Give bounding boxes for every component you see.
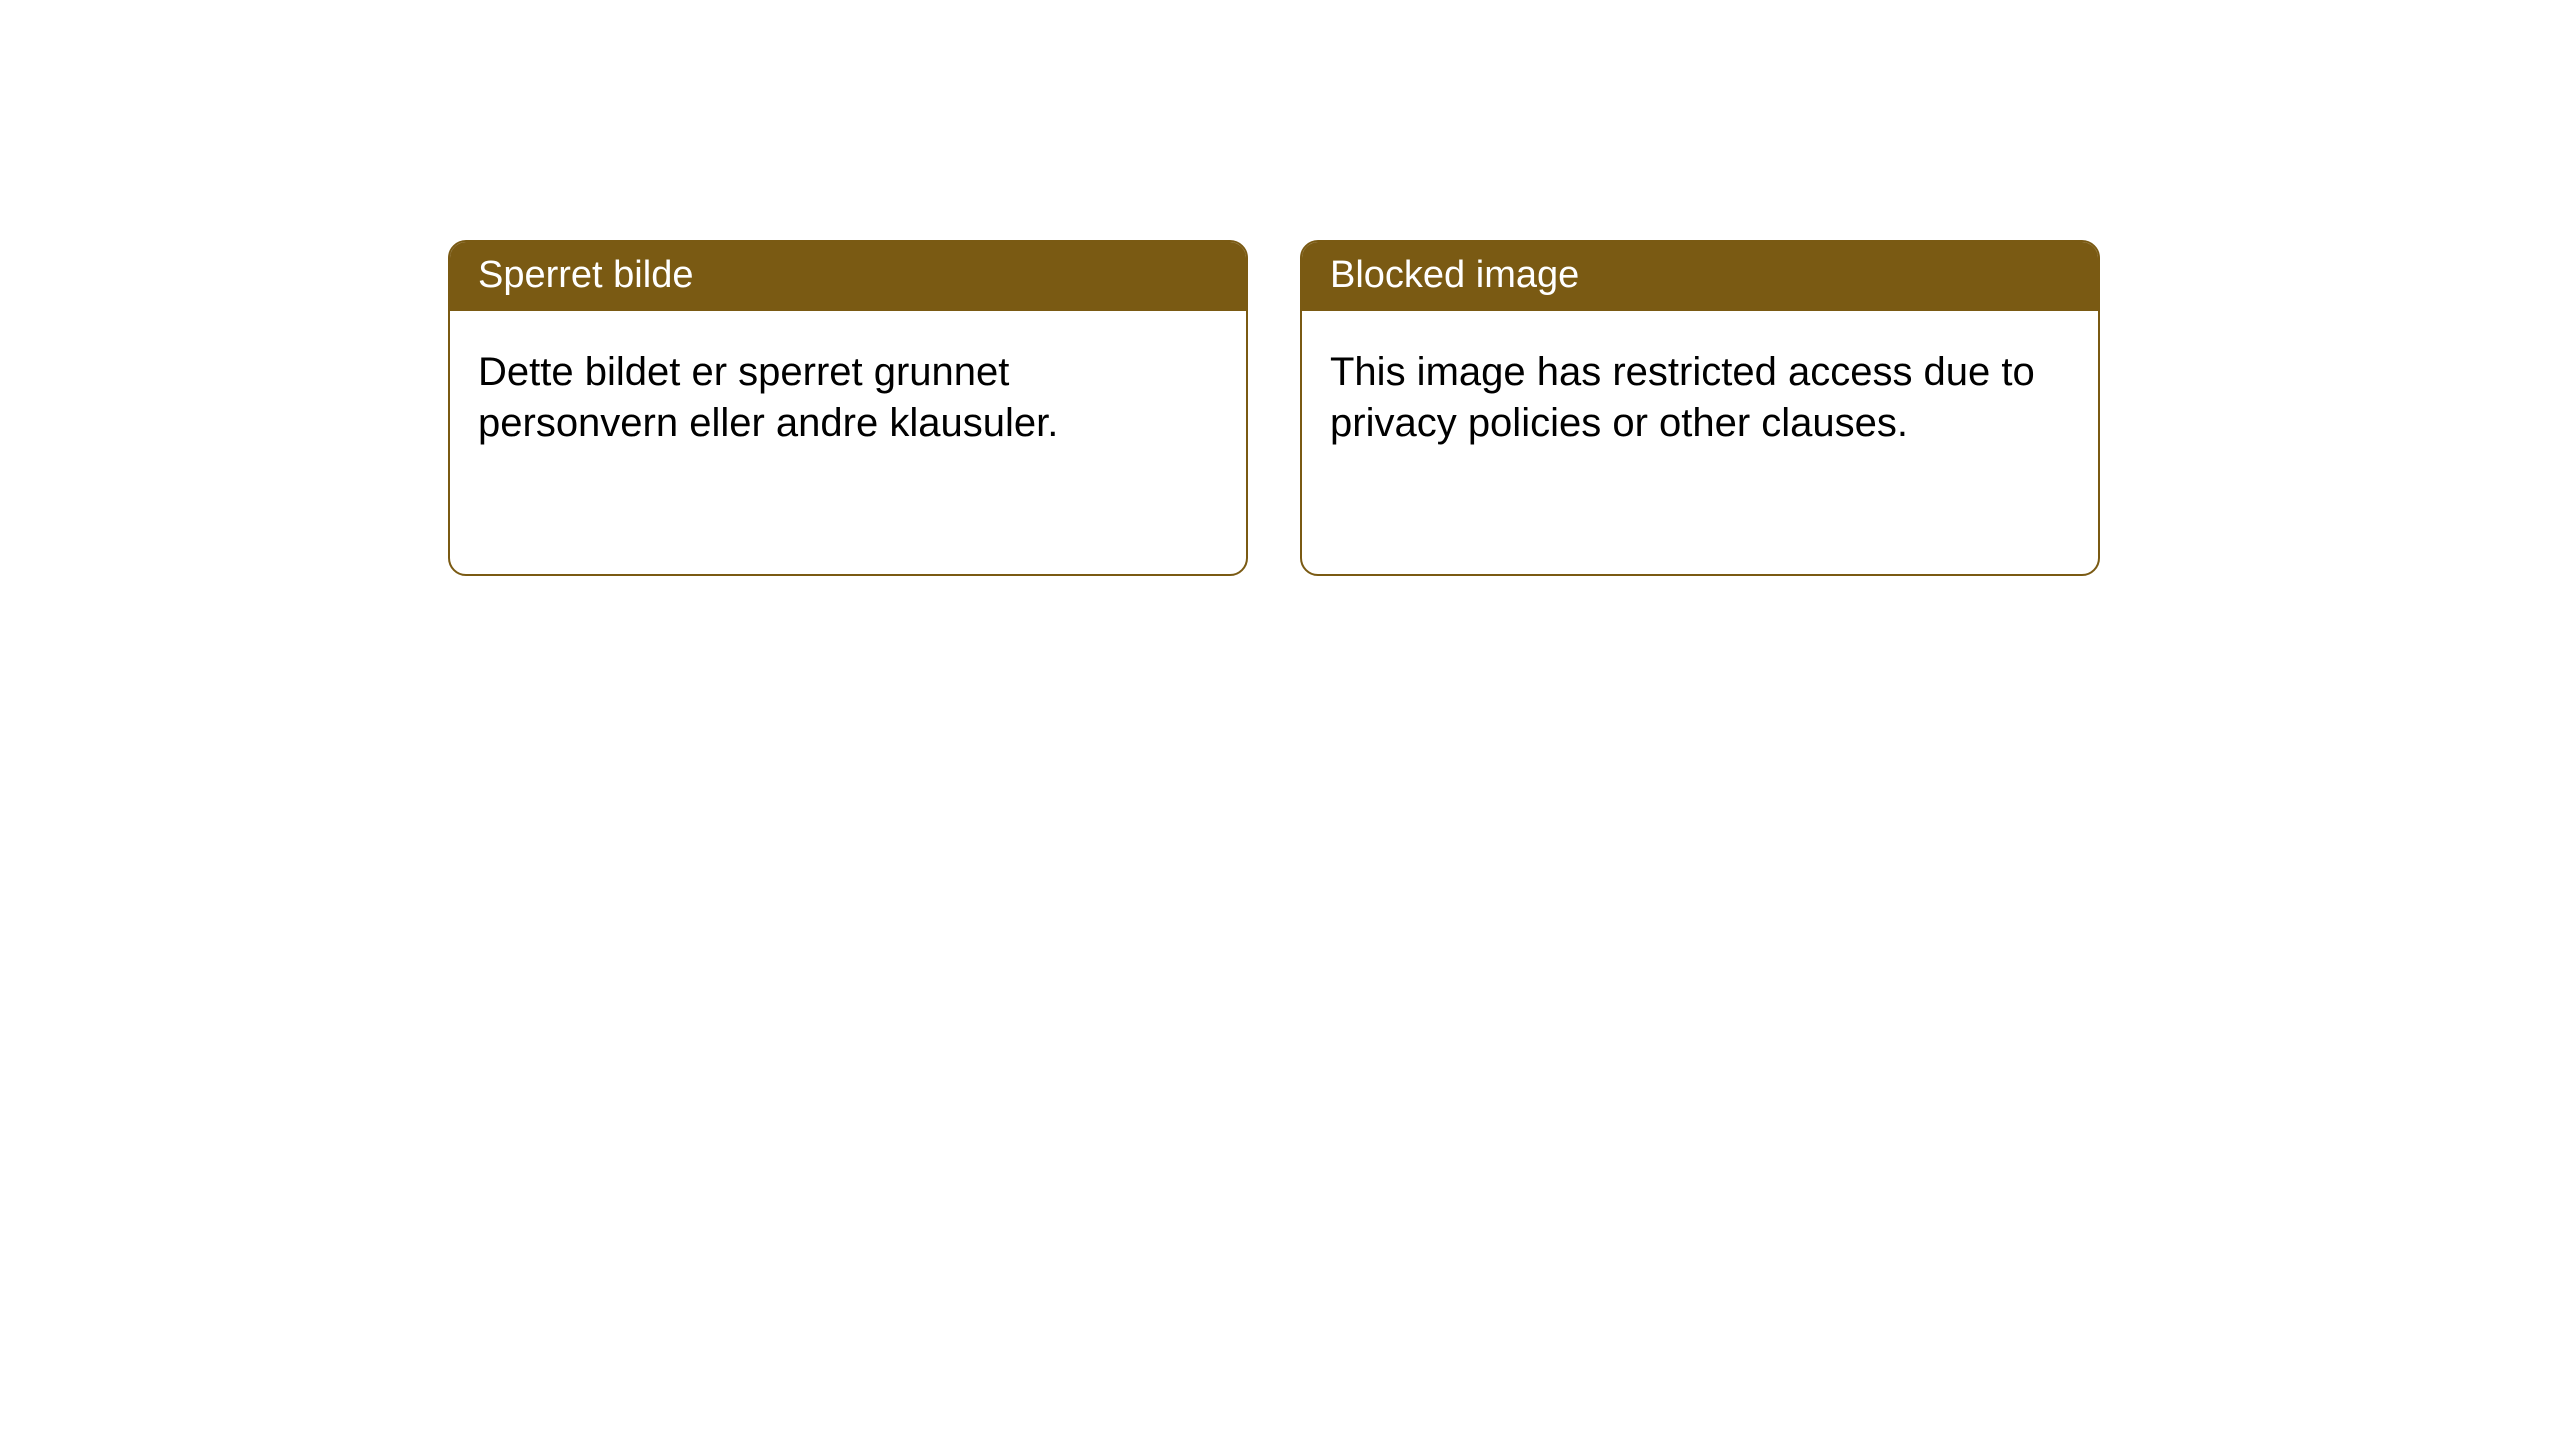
notice-body: Dette bildet er sperret grunnet personve… <box>450 311 1246 477</box>
notice-header: Blocked image <box>1302 242 2098 311</box>
notice-body: This image has restricted access due to … <box>1302 311 2098 477</box>
notice-card-english: Blocked image This image has restricted … <box>1300 240 2100 576</box>
notice-header: Sperret bilde <box>450 242 1246 311</box>
notice-container: Sperret bilde Dette bildet er sperret gr… <box>448 240 2100 576</box>
notice-card-norwegian: Sperret bilde Dette bildet er sperret gr… <box>448 240 1248 576</box>
